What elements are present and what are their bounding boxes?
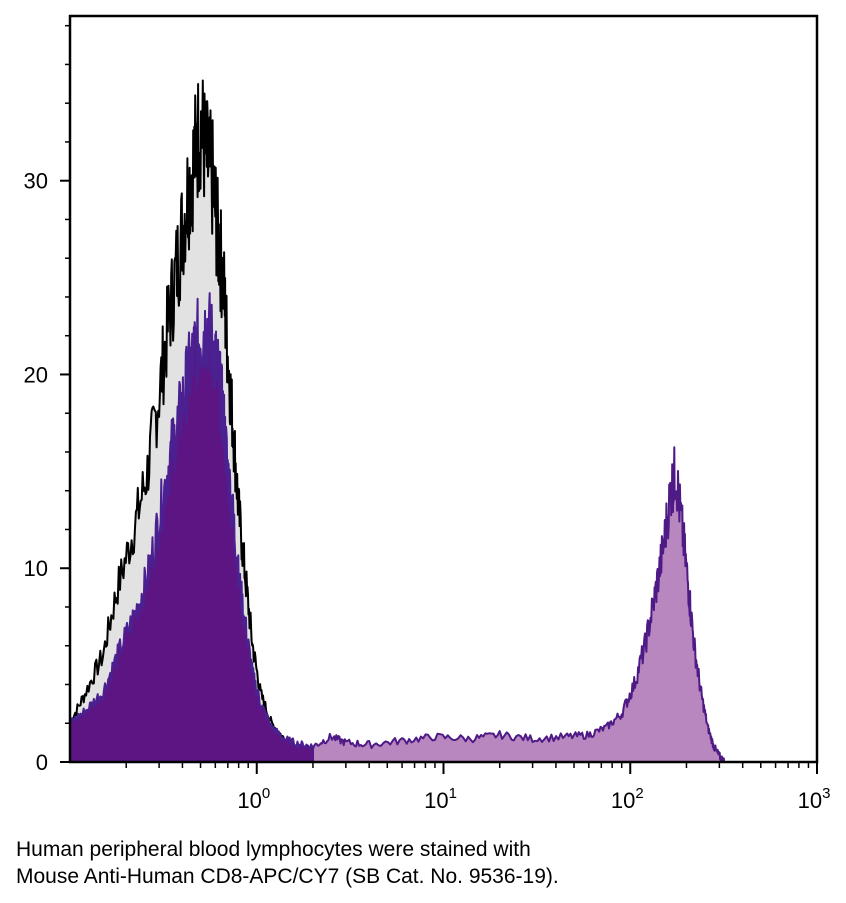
x-tick-label-2: 102 [611,785,644,813]
axis-layer: 0 10 20 30 100 101 102 103 [24,24,831,813]
y-tick-label-0: 0 [36,750,48,775]
histogram-series-3 [312,446,726,763]
histogram-series-2 [69,292,314,763]
histogram-chart: 0 10 20 30 100 101 102 103 [24,14,831,813]
y-tick-label-1: 10 [24,556,48,581]
y-tick-label-3: 30 [24,169,48,194]
y-tick-label-2: 20 [24,362,48,387]
x-tick-label-1: 101 [424,785,457,813]
x-tick-label-0: 100 [237,785,270,813]
caption-line-1: Human peripheral blood lymphocytes were … [16,838,531,861]
x-tick-label-3: 103 [798,785,831,813]
series-layer [69,79,726,763]
figure-caption: Human peripheral blood lymphocytes were … [16,836,559,890]
caption-line-2: Mouse Anti-Human CD8-APC/CY7 (SB Cat. No… [16,865,559,888]
